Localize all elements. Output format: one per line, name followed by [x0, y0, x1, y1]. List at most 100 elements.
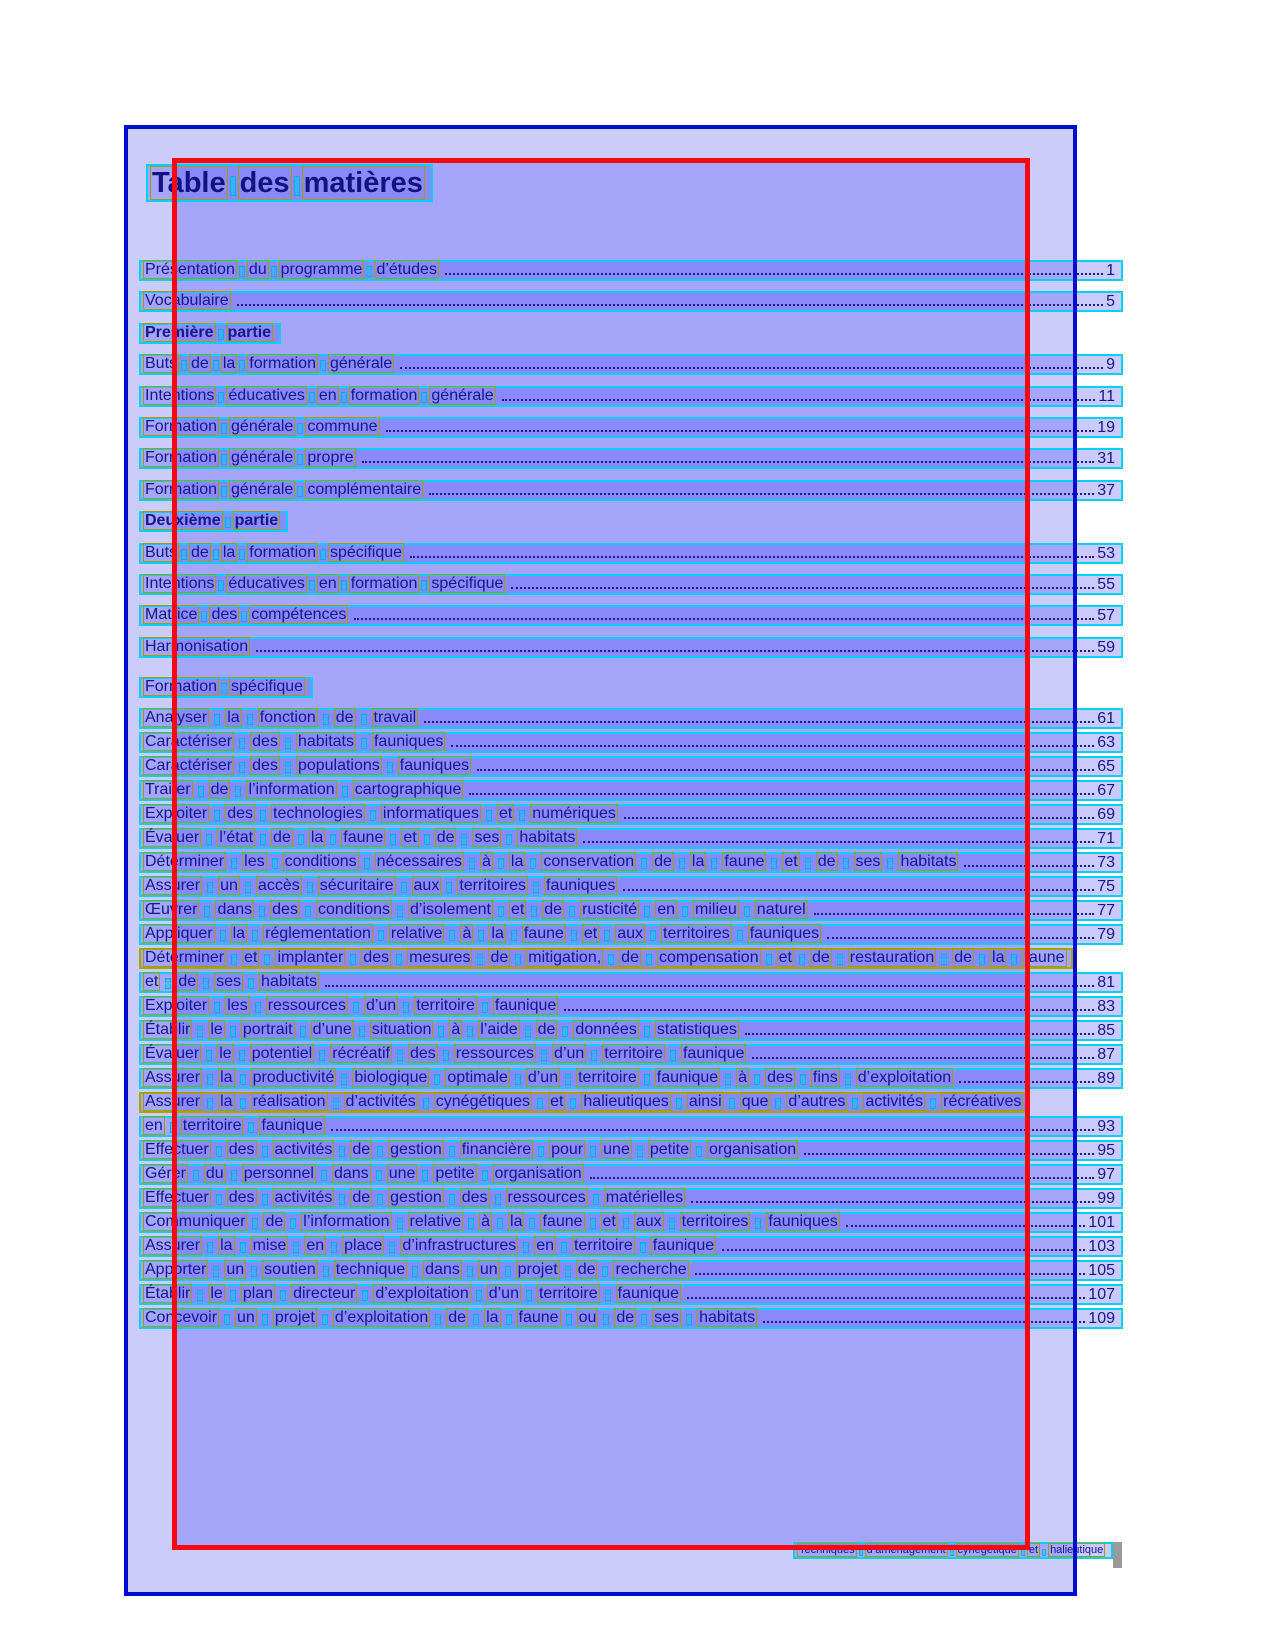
word-box[interactable]: Assurer — [143, 1068, 203, 1087]
word-box[interactable]: habitats — [259, 972, 320, 991]
word-box[interactable]: ses — [472, 828, 502, 847]
word-box[interactable]: optimale — [445, 1068, 510, 1087]
word-box[interactable]: Évaluer — [143, 828, 202, 847]
word-box[interactable]: d’un — [486, 1284, 521, 1303]
toc-line[interactable]: Formation générale complémentaire 37 — [139, 479, 1123, 501]
toc-line[interactable]: Buts de la formation générale 9 — [139, 354, 1123, 376]
word-box[interactable]: activités — [863, 1092, 926, 1111]
word-box[interactable]: habitats — [898, 852, 959, 871]
word-box[interactable]: d’exploitation — [332, 1308, 431, 1327]
word-box[interactable]: de — [488, 948, 511, 967]
word-box[interactable]: de — [809, 948, 832, 967]
toc-section-heading[interactable]: Deuxième partie — [139, 511, 289, 533]
word-box[interactable]: faunique — [650, 1236, 717, 1255]
footer-text[interactable]: Techniques d’aménagement cynégétique et hali… — [793, 1542, 1114, 1559]
word-box[interactable]: matières — [301, 166, 425, 200]
toc-line[interactable]: Établir le plan directeur d’exploitation d’un… — [139, 1284, 1123, 1305]
word-box[interactable]: petite — [647, 1140, 691, 1159]
word-box[interactable]: de — [952, 948, 975, 967]
word-box[interactable]: éducatives — [226, 574, 307, 593]
word-box[interactable]: générale — [229, 417, 296, 436]
word-box[interactable]: Déterminer — [143, 852, 227, 871]
word-box[interactable]: faunique — [654, 1068, 721, 1087]
word-box[interactable]: place — [342, 1236, 385, 1255]
word-box[interactable]: faune — [341, 828, 386, 847]
word-box[interactable]: fauniques — [371, 732, 446, 751]
word-box[interactable]: ou — [576, 1308, 599, 1327]
word-box[interactable]: Buts — [143, 542, 180, 562]
toc-line[interactable]: Intentions éducatives en formation spécifiqu… — [139, 574, 1123, 595]
word-box[interactable]: la — [990, 948, 1007, 967]
toc-line[interactable]: Buts de la formation spécifique 53 — [139, 542, 1123, 564]
word-box[interactable]: territoire — [414, 996, 477, 1015]
word-box[interactable]: le — [208, 1020, 225, 1039]
word-box[interactable]: une — [386, 1164, 418, 1183]
word-box[interactable]: en — [316, 385, 339, 405]
word-box[interactable]: d’activités — [343, 1092, 418, 1111]
toc-section-heading[interactable]: Première partie — [139, 322, 282, 344]
word-box[interactable]: ses — [652, 1308, 682, 1327]
toc-line[interactable]: Déterminer les conditions nécessaires à la con… — [139, 852, 1123, 873]
word-box[interactable]: les — [242, 852, 267, 871]
word-box[interactable]: productivité — [250, 1068, 337, 1087]
word-box[interactable]: Présentation — [143, 260, 237, 279]
word-box[interactable]: la — [225, 708, 242, 727]
word-box[interactable]: des — [250, 756, 280, 775]
word-box[interactable]: Assurer — [143, 1236, 203, 1255]
word-box[interactable]: l’aide — [478, 1020, 520, 1039]
word-box[interactable]: ressources — [505, 1188, 588, 1207]
toc-line-wrapped[interactable]: Assurer la réalisation d’activités cynégétiq… — [139, 1092, 1030, 1113]
word-box[interactable]: Formation — [143, 677, 220, 696]
word-box[interactable]: aux — [411, 876, 442, 895]
word-box[interactable]: en — [655, 900, 677, 919]
word-box[interactable]: de — [614, 1308, 637, 1327]
word-box[interactable]: recherche — [613, 1260, 689, 1279]
word-box[interactable]: et — [496, 804, 515, 823]
toc-line[interactable]: Évaluer le potentiel récréatif des ressources… — [139, 1044, 1123, 1065]
word-box[interactable]: compétences — [249, 605, 349, 625]
word-box[interactable]: des — [226, 1140, 257, 1159]
word-box[interactable]: Caractériser — [143, 732, 235, 751]
word-box[interactable]: en — [143, 1116, 165, 1135]
toc-line[interactable]: Harmonisation 59 — [139, 636, 1123, 658]
word-box[interactable]: Déterminer — [143, 948, 227, 967]
word-box[interactable]: plan — [240, 1284, 276, 1303]
word-box[interactable]: d’exploitation — [373, 1284, 471, 1303]
word-box[interactable]: de — [208, 780, 231, 799]
word-box[interactable]: Œuvrer — [143, 900, 200, 919]
word-box[interactable]: activités — [272, 1188, 335, 1207]
word-box[interactable]: faune — [521, 924, 566, 943]
word-box[interactable]: du — [246, 260, 269, 279]
word-box[interactable]: fauniques — [747, 924, 822, 943]
word-box[interactable]: matérielles — [603, 1188, 686, 1207]
toc-line[interactable]: Caractériser des habitats fauniques 63 — [139, 732, 1123, 753]
word-box[interactable]: naturel — [754, 900, 808, 919]
word-box[interactable]: territoires — [679, 1212, 751, 1231]
word-box[interactable]: et — [1026, 1543, 1041, 1557]
word-box[interactable]: aux — [633, 1212, 664, 1231]
word-box[interactable]: gestion — [388, 1188, 444, 1207]
word-box[interactable]: Deuxième — [143, 511, 223, 531]
word-box[interactable]: Exploiter — [143, 804, 210, 823]
word-box[interactable]: la — [484, 1308, 501, 1327]
toc-line[interactable]: Vocabulaire 5 — [139, 291, 1123, 313]
word-box[interactable]: à — [460, 924, 474, 943]
word-box[interactable]: de — [652, 852, 674, 871]
word-box[interactable]: en — [316, 574, 339, 593]
word-box[interactable]: ses — [853, 852, 883, 871]
word-box[interactable]: formation — [247, 354, 318, 374]
word-box[interactable]: la — [308, 828, 326, 847]
word-box[interactable]: d’infrastructures — [400, 1236, 519, 1255]
word-box[interactable]: conditions — [315, 900, 392, 919]
word-box[interactable]: des — [209, 605, 240, 625]
word-box[interactable]: territoire — [576, 1068, 639, 1087]
word-box[interactable]: la — [220, 542, 238, 562]
word-box[interactable]: le — [217, 1044, 234, 1063]
toc-line[interactable]: Assurer la productivité biologique optimale d… — [139, 1068, 1123, 1089]
word-box[interactable]: cynégétiques — [433, 1092, 533, 1111]
word-box[interactable]: formation — [348, 385, 420, 405]
toc-line[interactable]: Communiquer de l’information relative à la fau… — [139, 1212, 1123, 1233]
word-box[interactable]: la — [689, 852, 707, 871]
word-box[interactable]: habitats — [517, 828, 578, 847]
word-box[interactable]: conditions — [282, 852, 359, 871]
